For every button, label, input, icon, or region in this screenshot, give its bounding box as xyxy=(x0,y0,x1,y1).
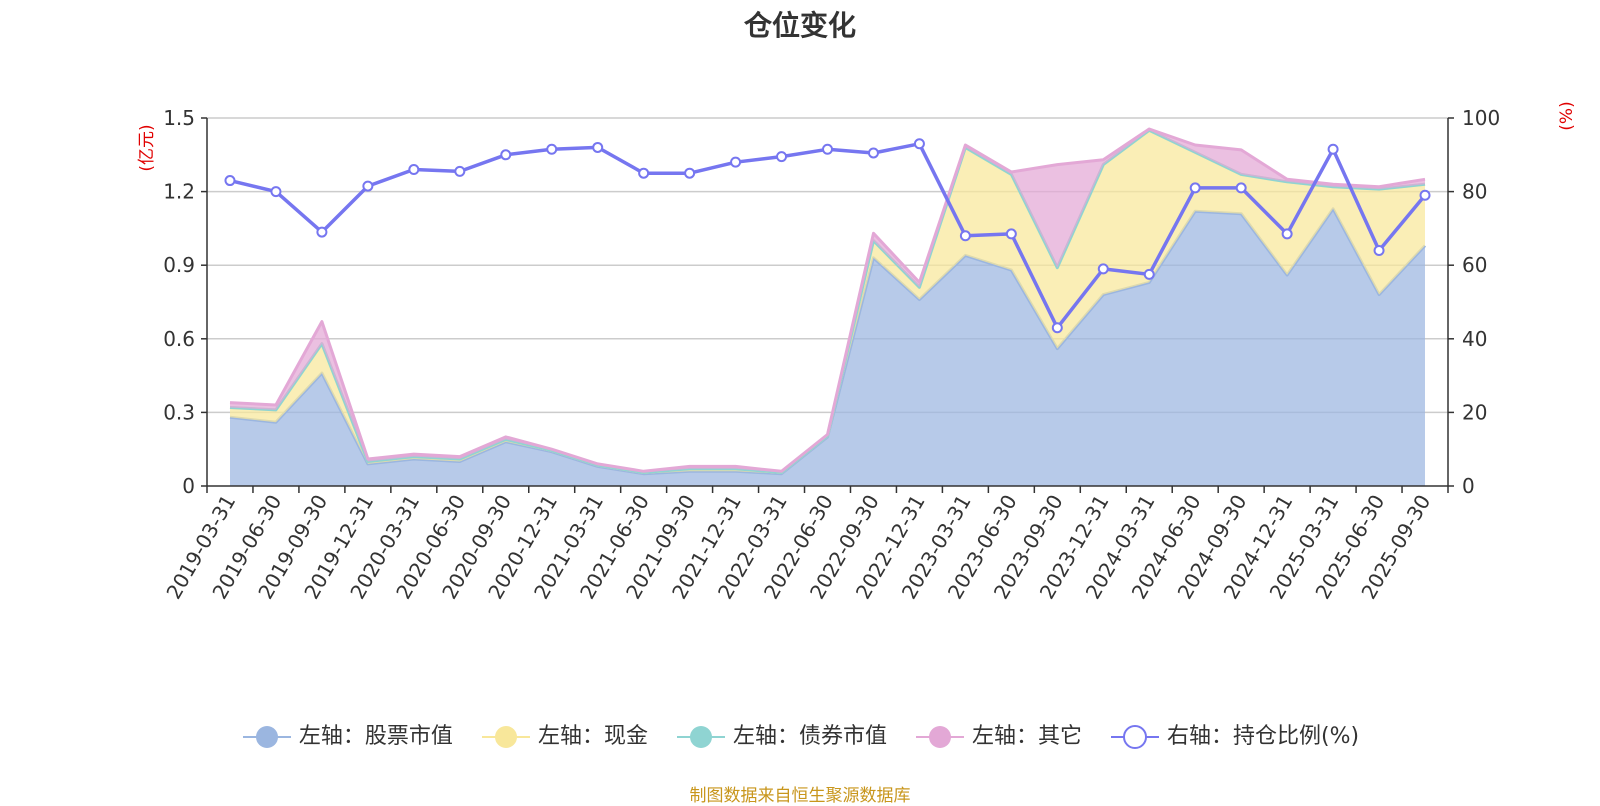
legend-item-ratio[interactable]: 右轴：持仓比例(%) xyxy=(1109,718,1359,750)
ratio-point xyxy=(959,230,971,242)
legend: 左轴：股票市值 左轴：现金 左轴：债券市值 左轴：其它 右轴：持仓比例(%) xyxy=(0,718,1600,750)
ratio-point xyxy=(408,164,420,176)
area-layer xyxy=(229,127,1427,487)
ratio-point xyxy=(1143,268,1155,280)
ratio-point xyxy=(684,167,696,179)
legend-item-cash[interactable]: 左轴：现金 xyxy=(480,718,648,750)
ratio-point xyxy=(1005,228,1017,240)
data-source-note: 制图数据来自恒生聚源数据库 xyxy=(689,786,911,806)
ratio-point xyxy=(638,167,650,179)
ratio-point xyxy=(546,143,558,155)
chart-title: 仓位变化 xyxy=(743,9,856,42)
right-tick-label: 80 xyxy=(1462,180,1487,204)
legend-bond-marker xyxy=(676,726,725,748)
area-stock xyxy=(230,208,1425,487)
ratio-point xyxy=(224,175,236,187)
ratio-point xyxy=(1097,263,1109,275)
legend-item-bond[interactable]: 左轴：债券市值 xyxy=(675,718,887,750)
ratio-point xyxy=(1281,228,1293,240)
right-tick-label: 20 xyxy=(1462,400,1487,424)
ratio-point xyxy=(822,143,833,155)
legend-item-stock[interactable]: 左轴：股票市值 xyxy=(241,718,453,750)
left-tick-label: 1.2 xyxy=(163,180,195,204)
ratio-point xyxy=(592,141,604,153)
legend-label-ratio: 右轴：持仓比例(%) xyxy=(1166,724,1360,749)
left-tick-label: 1.5 xyxy=(163,106,195,130)
legend-other-marker xyxy=(915,726,964,748)
ratio-point xyxy=(270,186,282,198)
ratio-point xyxy=(1051,322,1063,334)
ratio-point xyxy=(1235,182,1247,194)
legend-label-stock: 左轴：股票市值 xyxy=(298,724,453,749)
legend-label-cash: 左轴：现金 xyxy=(537,724,648,749)
left-tick-label: 0.6 xyxy=(163,327,195,351)
legend-stock-marker xyxy=(242,726,291,748)
left-tick-label: 0 xyxy=(182,474,195,498)
ratio-point xyxy=(1373,244,1385,256)
ratio-point xyxy=(1189,182,1201,194)
area-cash xyxy=(230,130,1425,474)
ratio-point xyxy=(362,180,374,192)
right-tick-label: 100 xyxy=(1462,106,1500,130)
ratio-point xyxy=(316,226,328,238)
legend-cash-marker xyxy=(481,726,530,748)
right-axis-unit: (%) xyxy=(1557,101,1577,130)
legend-label-other: 左轴：其它 xyxy=(971,724,1082,749)
left-tick-label: 0.3 xyxy=(163,400,195,424)
ratio-point xyxy=(730,156,742,168)
area-line-other xyxy=(229,127,1426,473)
ratio-point xyxy=(454,165,466,177)
line-layer xyxy=(224,138,1431,334)
legend-ratio-marker xyxy=(1110,725,1159,749)
left-axis-unit: (亿元) xyxy=(137,124,157,171)
ratio-point xyxy=(1419,189,1431,201)
left-tick-label: 0.9 xyxy=(163,253,195,277)
right-tick-label: 40 xyxy=(1462,327,1487,351)
ratio-point xyxy=(776,151,788,163)
ratio-point xyxy=(500,149,512,161)
ratio-point xyxy=(1327,143,1339,155)
legend-label-bond: 左轴：债券市值 xyxy=(732,724,887,749)
right-tick-label: 60 xyxy=(1462,253,1487,277)
right-tick-label: 0 xyxy=(1462,474,1475,498)
ratio-point xyxy=(867,147,879,159)
legend-item-other[interactable]: 左轴：其它 xyxy=(914,718,1082,750)
ratio-point xyxy=(913,138,925,150)
